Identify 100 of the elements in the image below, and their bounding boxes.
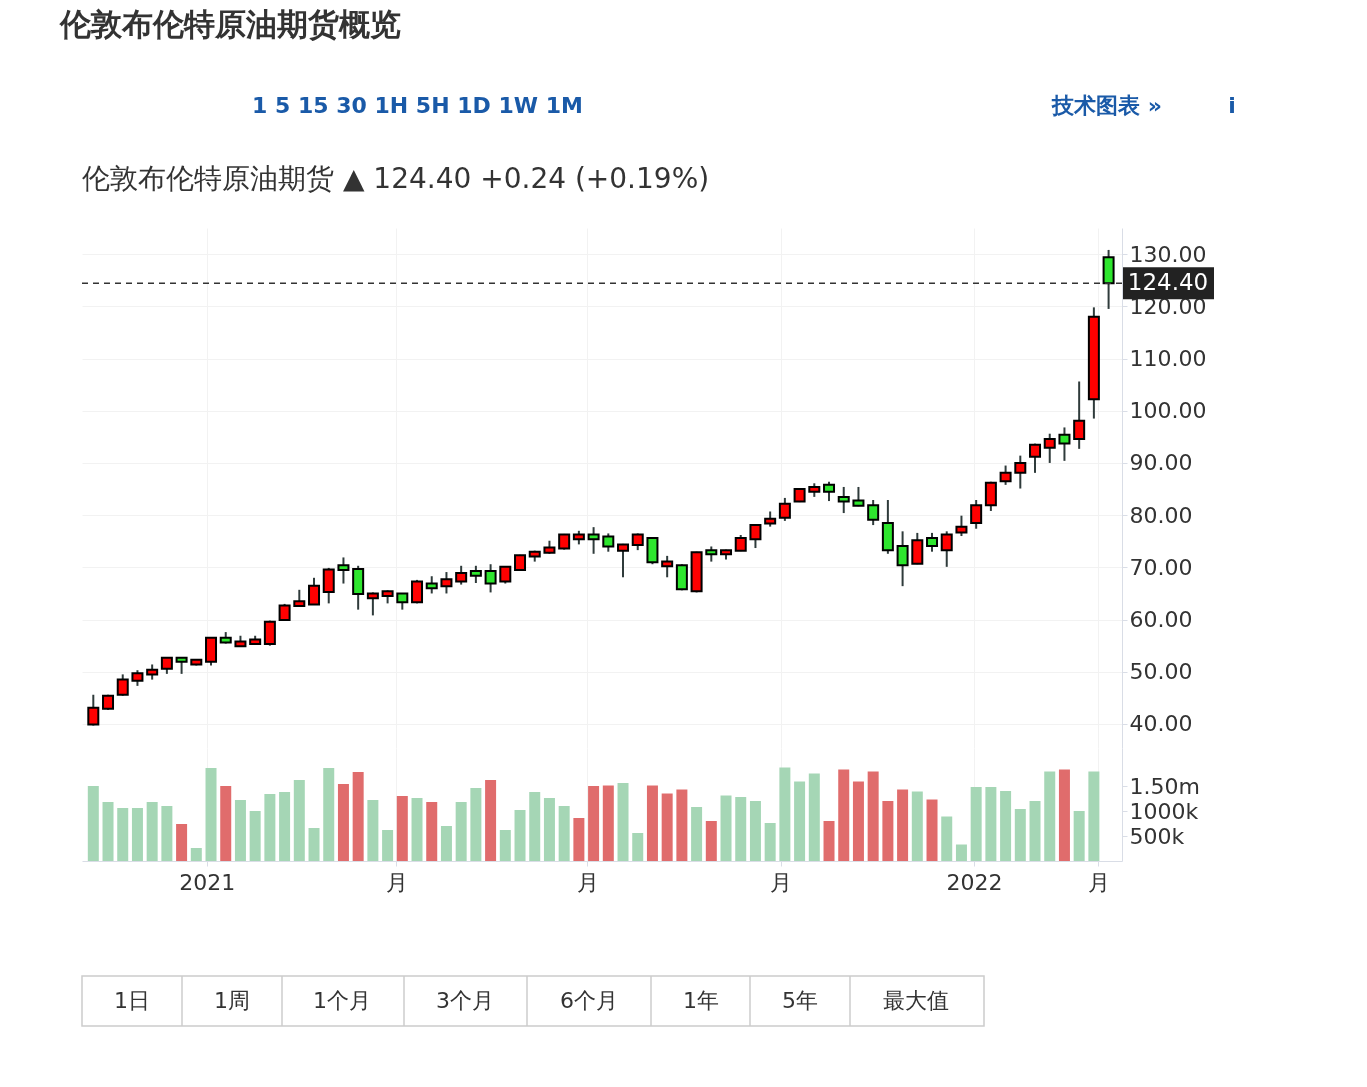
bar bbox=[691, 807, 703, 861]
candlestick bbox=[602, 532, 615, 553]
bar bbox=[279, 792, 291, 861]
candlestick bbox=[1014, 454, 1027, 490]
bar bbox=[352, 772, 364, 861]
y-tick-label: 50.00 bbox=[1129, 659, 1193, 685]
candlestick bbox=[116, 673, 129, 697]
bar bbox=[1014, 809, 1026, 861]
bar bbox=[264, 794, 276, 861]
bar bbox=[382, 830, 394, 861]
bar bbox=[470, 788, 482, 861]
text: 1日 bbox=[114, 988, 150, 1013]
candlestick bbox=[87, 693, 100, 727]
bar bbox=[617, 783, 629, 861]
bar bbox=[234, 800, 246, 861]
x-tick-label: 月 bbox=[770, 869, 793, 895]
bar bbox=[426, 802, 438, 861]
candlestick bbox=[852, 485, 865, 508]
y-tick-label: 130.00 bbox=[1129, 241, 1207, 267]
candlestick bbox=[823, 480, 836, 503]
candlestick bbox=[1058, 426, 1071, 462]
bar bbox=[411, 798, 423, 861]
candlestick bbox=[661, 554, 674, 579]
x-tick-label: 2022 bbox=[946, 869, 1003, 895]
candlestick bbox=[263, 619, 276, 647]
candlestick bbox=[999, 464, 1012, 486]
y-tick-label: 1.50m bbox=[1129, 773, 1200, 799]
bar bbox=[779, 767, 791, 861]
bar bbox=[146, 802, 158, 861]
candlestick bbox=[322, 566, 335, 605]
bar bbox=[705, 821, 717, 861]
bar bbox=[838, 769, 850, 861]
candlestick bbox=[455, 564, 468, 586]
text: 3个月 bbox=[436, 988, 494, 1013]
candlestick bbox=[970, 499, 983, 530]
y-tick-label: 1000k bbox=[1129, 798, 1199, 824]
candlestick bbox=[778, 496, 791, 522]
text: 1周 bbox=[214, 988, 250, 1013]
bar bbox=[323, 768, 335, 861]
text: 1个月 bbox=[313, 988, 371, 1013]
chart-title: 伦敦布伦特原油期货概览 bbox=[59, 6, 401, 42]
bar bbox=[249, 811, 261, 861]
candlestick bbox=[867, 499, 880, 527]
candlestick bbox=[484, 563, 497, 594]
bar bbox=[1029, 801, 1041, 861]
text: 6个月 bbox=[560, 988, 618, 1013]
text: 1年 bbox=[683, 988, 719, 1013]
bar bbox=[529, 792, 541, 861]
bar bbox=[440, 826, 452, 861]
candlestick bbox=[587, 526, 600, 555]
bar bbox=[882, 801, 894, 861]
y-tick-label: 40.00 bbox=[1129, 711, 1193, 737]
bar bbox=[941, 816, 953, 861]
bar bbox=[1088, 771, 1100, 861]
x-tick-label: 月 bbox=[1087, 869, 1110, 895]
chart-subtitle: 伦敦布伦特原油期货 ▲ 124.40 +0.24 (+0.19%) bbox=[82, 162, 710, 195]
bar bbox=[926, 799, 938, 861]
x-tick-label: 月 bbox=[385, 869, 408, 895]
y-tick-label: 80.00 bbox=[1129, 502, 1193, 528]
bar bbox=[1000, 791, 1012, 861]
bar bbox=[749, 801, 761, 861]
bar bbox=[911, 791, 923, 861]
bar bbox=[970, 787, 982, 861]
candlestick bbox=[926, 531, 939, 553]
bar bbox=[661, 793, 673, 861]
bar bbox=[823, 821, 835, 861]
bar bbox=[131, 808, 143, 861]
candlestick bbox=[337, 556, 350, 585]
bar bbox=[794, 781, 806, 861]
bar bbox=[632, 833, 644, 861]
y-tick-label: 110.00 bbox=[1129, 346, 1207, 372]
bar bbox=[867, 771, 879, 861]
bar bbox=[602, 785, 614, 861]
y-tick-label: 90.00 bbox=[1129, 450, 1193, 476]
bar bbox=[117, 808, 129, 861]
bar bbox=[220, 786, 232, 861]
candlestick bbox=[955, 514, 968, 538]
text: 5年 bbox=[782, 988, 818, 1013]
x-tick-label: 2021 bbox=[179, 869, 236, 895]
bar bbox=[190, 848, 202, 861]
bar bbox=[293, 780, 305, 861]
bar bbox=[1058, 769, 1070, 861]
bar bbox=[897, 789, 909, 861]
bar bbox=[514, 810, 526, 861]
bar bbox=[735, 797, 747, 861]
text: 最大值 bbox=[883, 988, 949, 1013]
bar bbox=[646, 785, 658, 861]
candlestick bbox=[1029, 442, 1042, 474]
candlestick bbox=[440, 571, 453, 595]
bar bbox=[588, 786, 600, 861]
bar bbox=[543, 798, 555, 861]
bar bbox=[558, 806, 570, 861]
candlestick bbox=[308, 576, 321, 606]
bar bbox=[852, 781, 864, 861]
bar bbox=[573, 818, 585, 861]
candlestick bbox=[896, 530, 909, 588]
bar bbox=[337, 784, 349, 861]
y-tick-label: 500k bbox=[1129, 823, 1185, 849]
bar bbox=[955, 844, 967, 861]
x-tick-label: 月 bbox=[576, 869, 599, 895]
